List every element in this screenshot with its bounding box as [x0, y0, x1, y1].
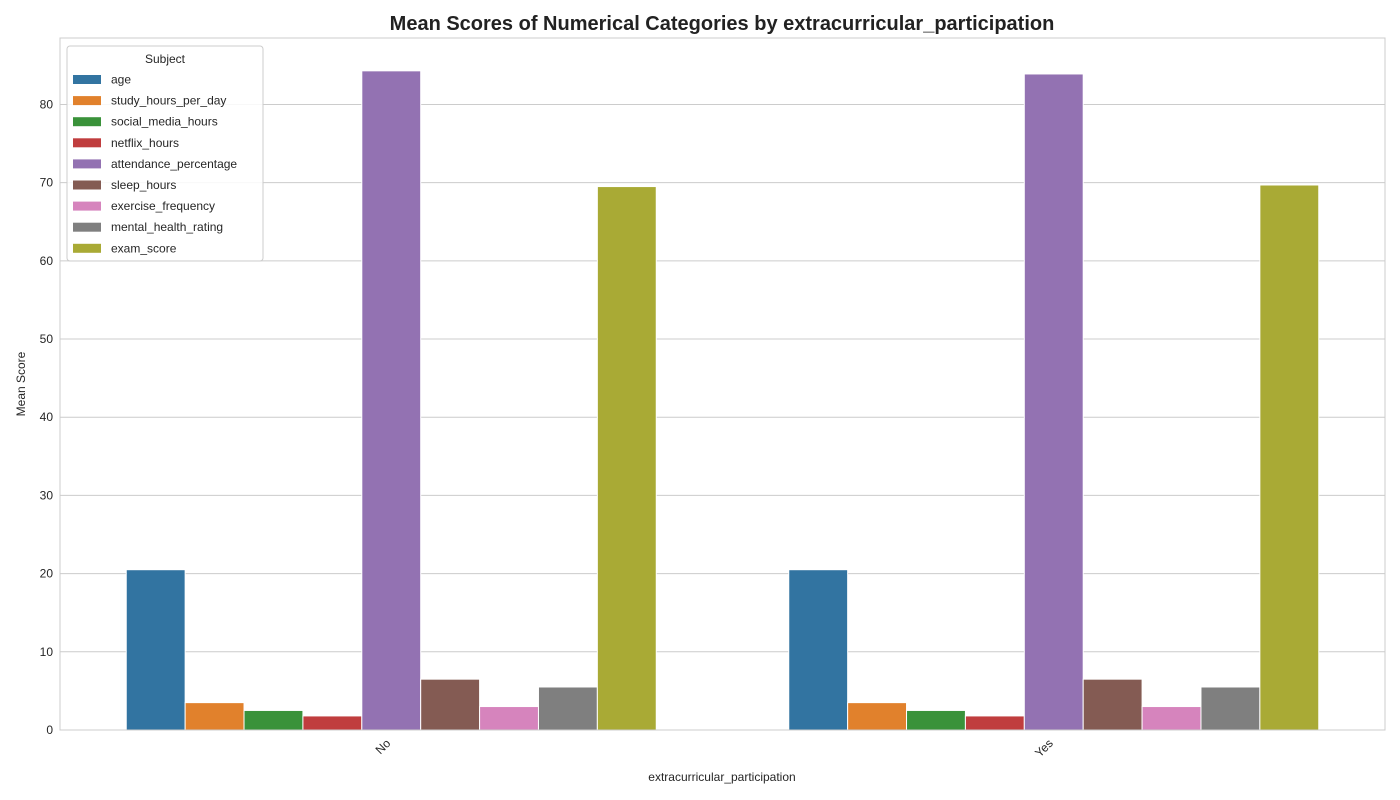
bar-netflix_hours-No	[302, 715, 363, 731]
legend-title: Subject	[145, 52, 186, 66]
bar-sleep_hours-Yes	[1082, 678, 1143, 731]
legend-swatch	[73, 243, 101, 253]
legend: Subject age study_hours_per_day social_medi…	[66, 45, 264, 262]
y-axis-label: Mean Score	[14, 351, 28, 416]
y-tick-label: 50	[40, 332, 54, 346]
y-tick-label: 70	[40, 176, 54, 190]
legend-entry: netflix_hours	[111, 136, 179, 150]
bar-exam_score-No	[596, 186, 657, 731]
bar-exam_score-Yes	[1259, 184, 1320, 731]
legend-swatch	[73, 117, 101, 127]
legend-swatch	[73, 159, 101, 169]
legend-entry: exercise_frequency	[111, 199, 215, 213]
legend-entry: age	[111, 73, 131, 87]
plot-area	[60, 38, 1385, 730]
legend-swatch	[73, 96, 101, 106]
y-tick-label: 10	[40, 645, 54, 659]
legend-swatch	[73, 75, 101, 84]
bar-sleep_hours-No	[420, 678, 481, 731]
y-tick-label: 40	[40, 410, 54, 424]
legend-entry: sleep_hours	[111, 178, 176, 192]
bar-exercise_frequency-Yes	[1141, 706, 1202, 731]
bar-attendance_percentage-Yes	[1023, 73, 1084, 731]
bar-mental_health_rating-No	[537, 686, 598, 731]
bar-exercise_frequency-No	[479, 706, 539, 731]
legend-entry: attendance_percentage	[111, 157, 237, 171]
legend-swatch	[73, 222, 101, 232]
y-tick-label: 0	[46, 723, 53, 737]
plot-frame	[59, 37, 1386, 731]
legend-box	[66, 45, 264, 262]
legend-swatch	[73, 180, 101, 190]
bar-mental_health_rating-Yes	[1200, 686, 1261, 731]
legend-entry: social_media_hours	[111, 115, 218, 129]
chart-title: Mean Scores of Numerical Categories by e…	[390, 13, 1055, 35]
y-tick-labels: 0 10 20 30 40 50 60 70 80	[40, 97, 54, 737]
legend-entry: exam_score	[111, 241, 177, 255]
bar-age-Yes	[788, 569, 849, 731]
bar-netflix_hours-Yes	[964, 715, 1025, 731]
bar-age-No	[125, 569, 186, 731]
bar-social_media_hours-No	[243, 709, 304, 731]
bar-study_hours_per_day-Yes	[847, 702, 908, 731]
legend-swatch	[73, 138, 101, 148]
y-tick-label: 20	[40, 567, 54, 581]
grid	[60, 103, 1385, 731]
y-tick-label: 60	[40, 254, 54, 268]
x-axis-label: extracurricular_participation	[648, 770, 795, 784]
bar-attendance_percentage-No	[361, 70, 422, 731]
legend-swatch	[73, 201, 101, 211]
legend-entry: study_hours_per_day	[111, 94, 226, 108]
bar-study_hours_per_day-No	[184, 702, 245, 731]
legend-entry: mental_health_rating	[111, 220, 223, 234]
y-tick-label: 80	[40, 97, 54, 111]
y-tick-label: 30	[40, 488, 54, 502]
bars	[125, 70, 1320, 731]
bar-social_media_hours-Yes	[906, 709, 966, 731]
